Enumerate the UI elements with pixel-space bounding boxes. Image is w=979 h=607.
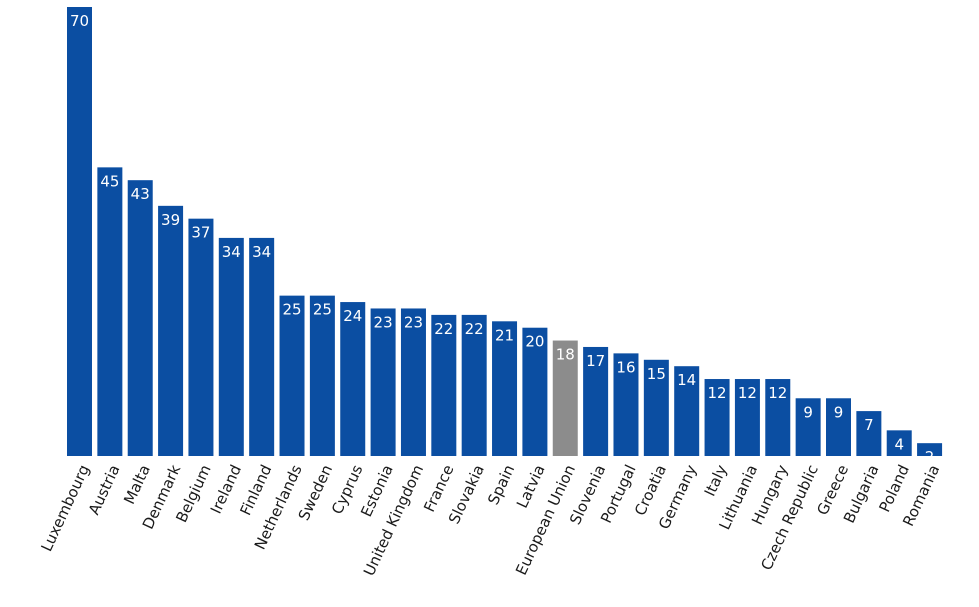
category-label-malta: Malta bbox=[120, 462, 154, 507]
category-label-italy: Italy bbox=[701, 462, 731, 499]
value-label-estonia: 23 bbox=[374, 313, 393, 331]
value-label-latvia: 20 bbox=[525, 333, 544, 351]
value-label-czech-republic: 9 bbox=[803, 403, 813, 421]
value-label-netherlands: 25 bbox=[282, 301, 301, 319]
bar-sweden bbox=[310, 296, 335, 456]
bar-luxembourg bbox=[67, 7, 92, 456]
value-label-germany: 14 bbox=[677, 371, 696, 389]
category-label-united-kingdom: United Kingdom bbox=[360, 462, 427, 579]
value-label-poland: 4 bbox=[894, 435, 904, 453]
bar-cyprus bbox=[340, 302, 365, 456]
bar-finland bbox=[249, 238, 274, 456]
bar-denmark bbox=[158, 206, 183, 456]
value-label-austria: 45 bbox=[100, 172, 119, 190]
value-label-ireland: 34 bbox=[222, 243, 241, 261]
value-label-croatia: 15 bbox=[647, 365, 666, 383]
value-label-belgium: 37 bbox=[191, 224, 210, 242]
value-label-luxembourg: 70 bbox=[70, 12, 89, 30]
value-label-slovenia: 17 bbox=[586, 352, 605, 370]
value-label-lithuania: 12 bbox=[738, 384, 757, 402]
bar-ireland bbox=[219, 238, 244, 456]
value-label-malta: 43 bbox=[131, 185, 150, 203]
value-label-italy: 12 bbox=[708, 384, 727, 402]
value-label-european-union: 18 bbox=[556, 346, 575, 364]
value-label-united-kingdom: 23 bbox=[404, 313, 423, 331]
bar-malta bbox=[128, 180, 153, 456]
value-label-hungary: 12 bbox=[768, 384, 787, 402]
bar-belgium bbox=[188, 219, 213, 456]
category-labels-layer: LuxembourgAustriaMaltaDenmarkBelgiumIrel… bbox=[37, 462, 943, 579]
value-label-denmark: 39 bbox=[161, 211, 180, 229]
value-label-finland: 34 bbox=[252, 243, 271, 261]
value-label-spain: 21 bbox=[495, 326, 514, 344]
value-label-portugal: 16 bbox=[616, 358, 635, 376]
bar-netherlands bbox=[280, 296, 305, 456]
bar-austria bbox=[97, 167, 122, 456]
value-label-bulgaria: 7 bbox=[864, 416, 874, 434]
value-label-sweden: 25 bbox=[313, 301, 332, 319]
value-label-cyprus: 24 bbox=[343, 307, 362, 325]
value-label-slovakia: 22 bbox=[465, 320, 484, 338]
value-label-france: 22 bbox=[434, 320, 453, 338]
value-label-greece: 9 bbox=[834, 403, 844, 421]
